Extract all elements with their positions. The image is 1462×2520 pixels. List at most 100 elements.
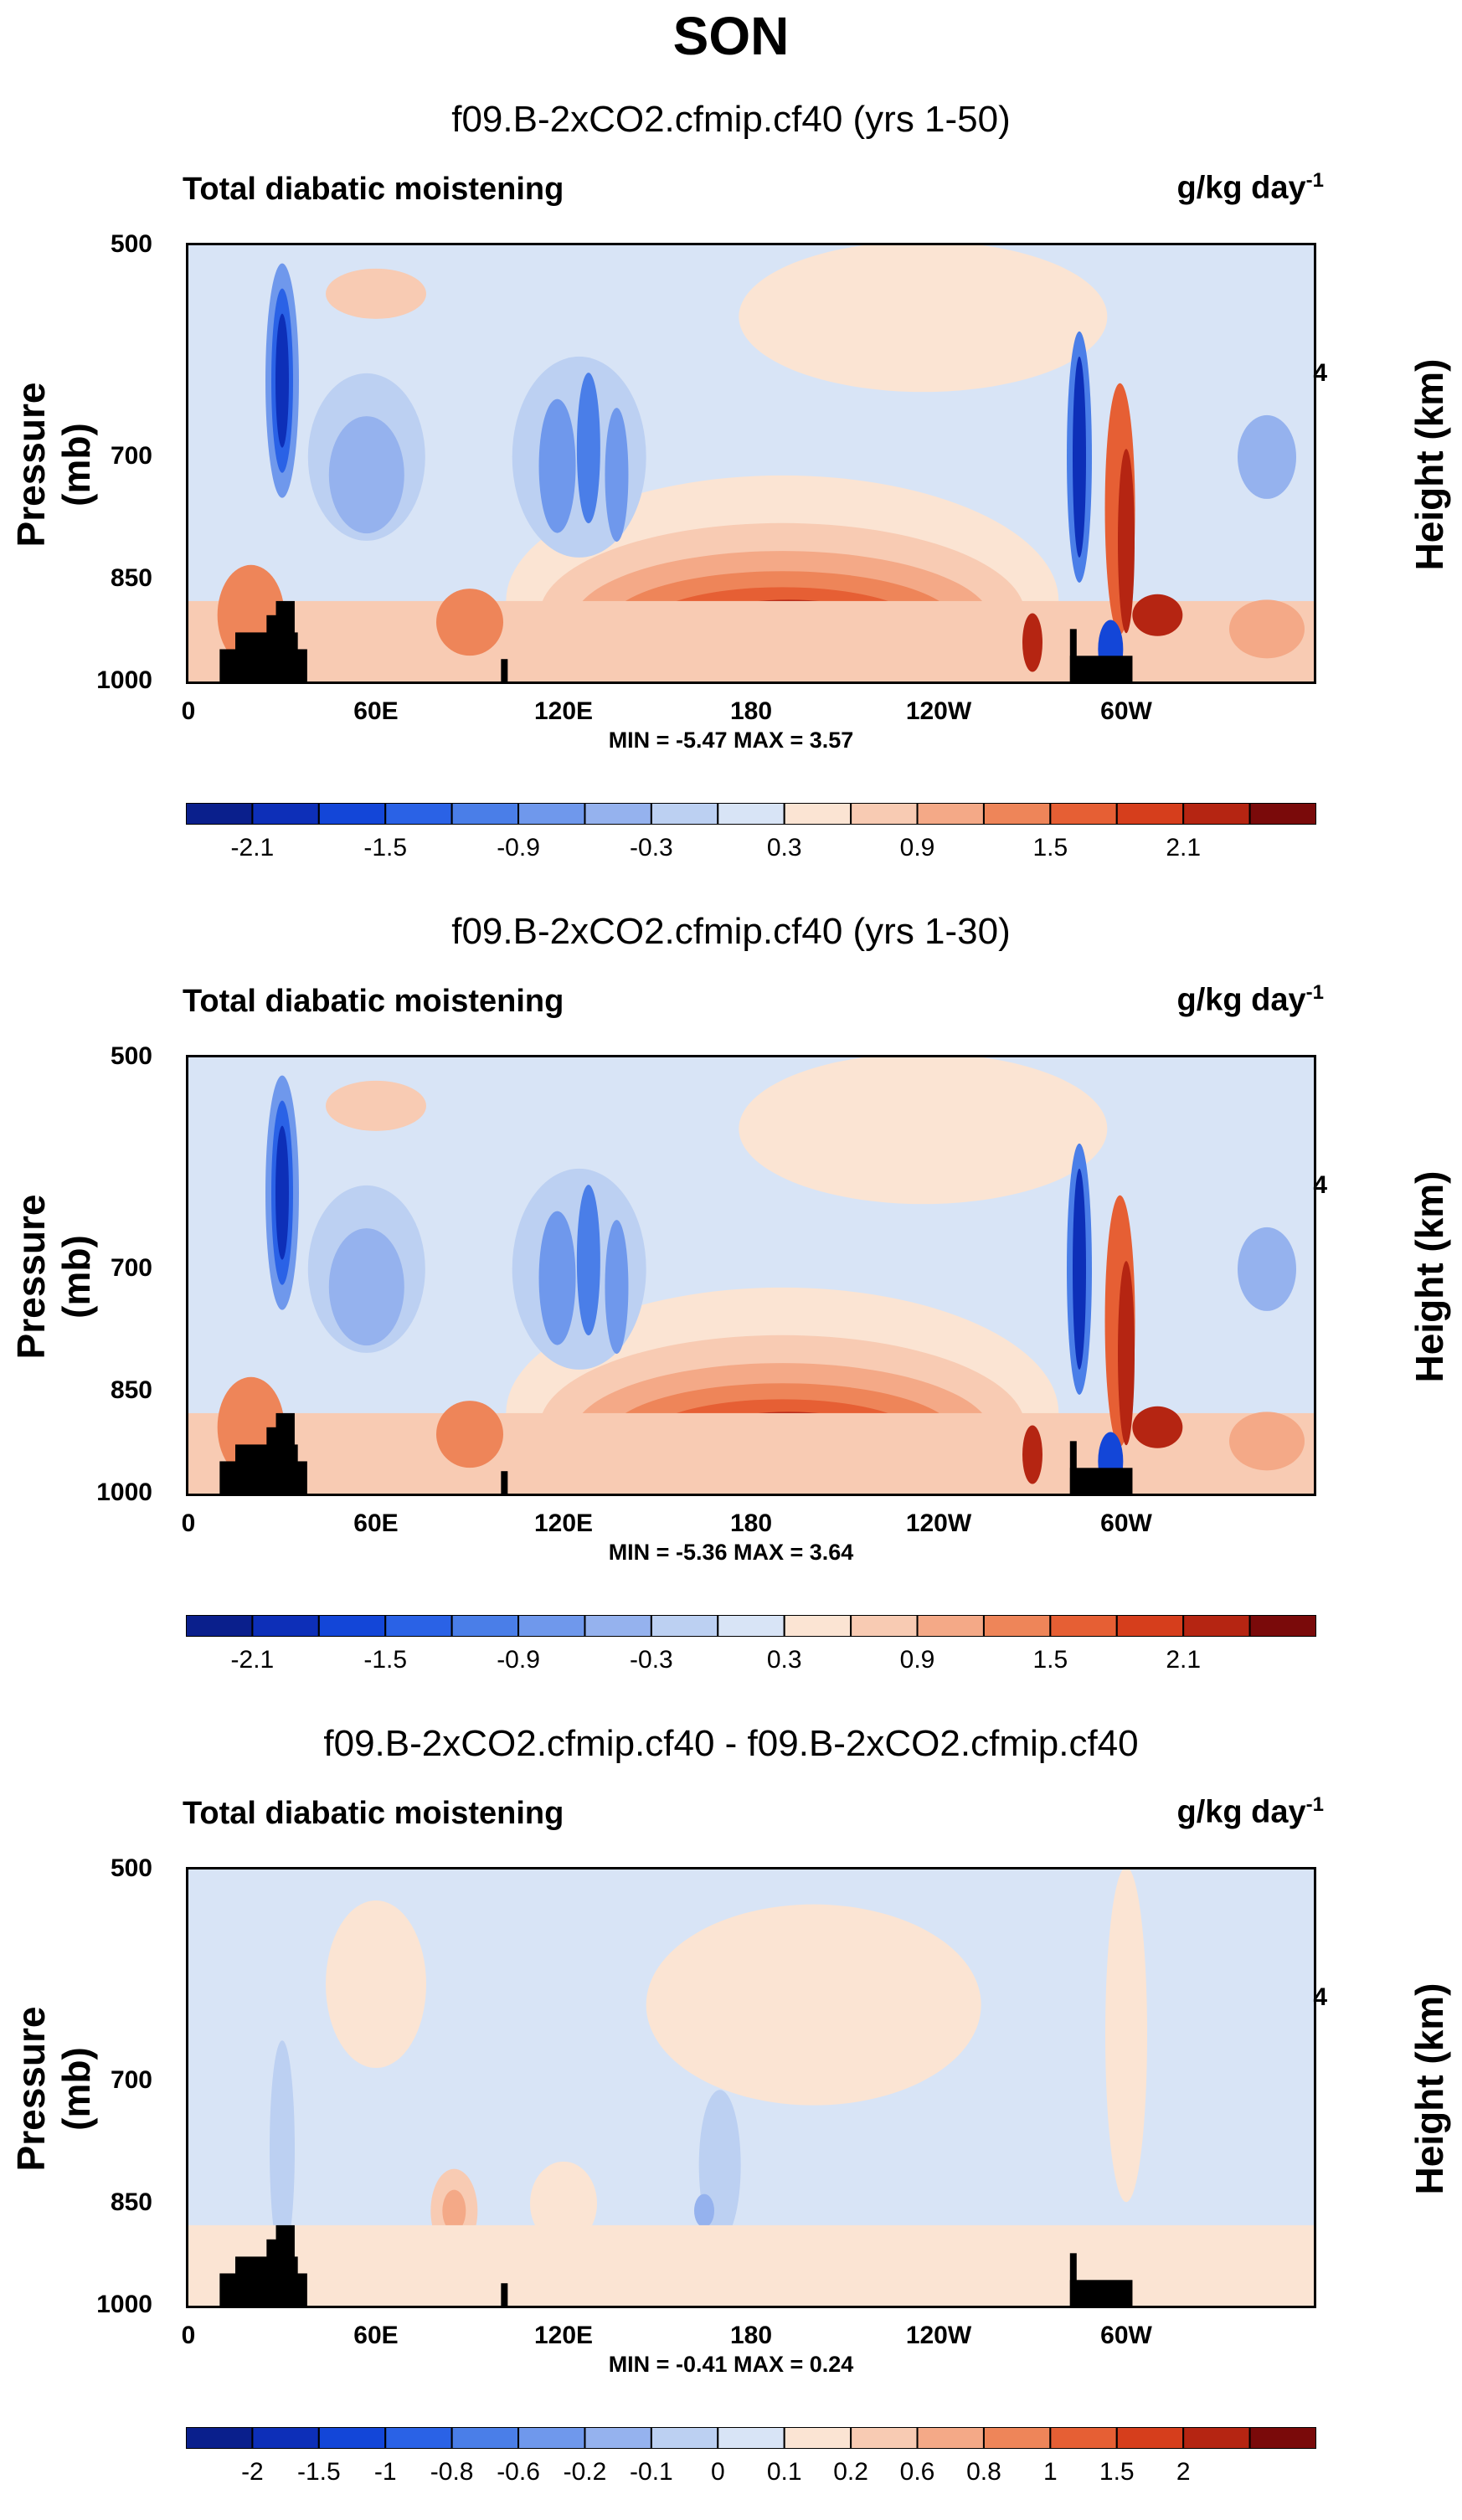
topography bbox=[501, 659, 508, 681]
colorbar-bin bbox=[450, 1614, 520, 1638]
colorbar-bin bbox=[650, 1614, 719, 1638]
colorbar-bin bbox=[1049, 1614, 1118, 1638]
contour-field bbox=[188, 1057, 1314, 1494]
contour-region bbox=[328, 1228, 404, 1346]
x-tick-label: 120W bbox=[905, 697, 972, 725]
contour-region bbox=[275, 313, 289, 448]
colorbar-tick-label: 1.5 bbox=[1032, 834, 1068, 861]
colorbar-bin bbox=[317, 802, 387, 825]
stats-label: MIN = -5.36 MAX = 3.64 bbox=[608, 1540, 854, 1565]
colorbar-bin bbox=[1115, 1614, 1185, 1638]
y-tick-label-right: 4 bbox=[1313, 358, 1327, 387]
colorbar-bin bbox=[317, 2426, 387, 2450]
colorbar-bin bbox=[517, 2426, 586, 2450]
contour-region bbox=[605, 1220, 629, 1355]
x-tick-label: 60W bbox=[1100, 2322, 1152, 2349]
colorbar-tick-label: -2 bbox=[241, 2458, 264, 2486]
colorbar-tick-label: -1.5 bbox=[363, 834, 408, 861]
x-tick-label: 120E bbox=[533, 1509, 594, 1537]
contour-region bbox=[1229, 1412, 1305, 1471]
contour-region bbox=[739, 1057, 1108, 1205]
y-axis-label-right: Height (km) bbox=[1408, 1170, 1451, 1383]
colorbar-bin bbox=[982, 1614, 1052, 1638]
colorbar-bin bbox=[1182, 1614, 1251, 1638]
colorbar-tick-label: 0.2 bbox=[833, 2458, 868, 2486]
colorbar-bin bbox=[251, 2426, 320, 2450]
colorbar-tick-label: -1.5 bbox=[296, 2458, 341, 2486]
colorbar-bin bbox=[783, 802, 852, 825]
colorbar-tick-label: 0.9 bbox=[899, 1646, 935, 1674]
colorbar-bin bbox=[185, 2426, 254, 2450]
colorbar-tick-label: 0 bbox=[710, 2458, 725, 2486]
topography bbox=[1069, 1468, 1133, 1494]
colorbar-tick-label: -0.8 bbox=[430, 2458, 474, 2486]
x-tick-label: 0 bbox=[181, 2322, 196, 2349]
colorbar-tick-label: -2.1 bbox=[230, 834, 275, 861]
colorbar-graphic bbox=[185, 1614, 1318, 1638]
colorbar-bin bbox=[982, 802, 1052, 825]
colorbar-bin bbox=[1248, 802, 1318, 825]
colorbar-tick-label: 0.6 bbox=[899, 2458, 935, 2486]
colorbar-tick-label: 0.9 bbox=[899, 834, 935, 861]
colorbar-bin bbox=[717, 1614, 785, 1638]
x-tick-label: 60E bbox=[353, 697, 399, 725]
colorbar-bin bbox=[1182, 2426, 1251, 2450]
colorbar-tick-label: -2.1 bbox=[230, 1646, 275, 1674]
colorbar-bin bbox=[650, 802, 719, 825]
y-axis-label-right: Height (km) bbox=[1408, 358, 1451, 571]
x-tick-label: 120E bbox=[533, 2322, 594, 2349]
units-exponent: -1 bbox=[1305, 1793, 1324, 1816]
colorbar bbox=[185, 2426, 1318, 2450]
x-tick-label: 60E bbox=[353, 2322, 399, 2349]
colorbar-bin bbox=[517, 1614, 586, 1638]
colorbar-tick-label: 1 bbox=[1043, 2458, 1058, 2486]
colorbar-bin bbox=[783, 2426, 852, 2450]
contour-region bbox=[188, 2224, 1314, 2306]
units-label: g/kg day-1 bbox=[1177, 169, 1325, 207]
plot-area bbox=[186, 1867, 1316, 2308]
colorbar-tick-label: -0.3 bbox=[630, 1646, 673, 1674]
units-label: g/kg day-1 bbox=[1177, 981, 1325, 1019]
colorbar-bin bbox=[1115, 802, 1185, 825]
plot-area bbox=[186, 1055, 1316, 1496]
contour-region bbox=[694, 2193, 714, 2228]
units-base: g/kg day bbox=[1176, 1794, 1306, 1830]
contour-region bbox=[436, 589, 503, 656]
variable-label: Total diabatic moistening bbox=[183, 984, 564, 1019]
variable-label: Total diabatic moistening bbox=[183, 1796, 564, 1831]
colorbar-tick-label: -1 bbox=[373, 2458, 397, 2486]
colorbar-bin bbox=[317, 1614, 387, 1638]
x-tick-label: 180 bbox=[729, 1509, 773, 1537]
colorbar-bin bbox=[850, 2426, 919, 2450]
y-axis-label-right: Height (km) bbox=[1408, 1983, 1451, 2195]
x-tick-label: 120W bbox=[905, 2322, 972, 2349]
topography bbox=[275, 2224, 295, 2306]
contour-field bbox=[188, 1869, 1314, 2306]
y-tick-label-right: 4 bbox=[1313, 1983, 1327, 2011]
colorbar-tick-label: -0.1 bbox=[630, 2458, 673, 2486]
contour-region bbox=[275, 1125, 289, 1260]
colorbar-tick-label: 0.3 bbox=[766, 834, 802, 861]
x-tick-label: 180 bbox=[729, 697, 773, 725]
contour-region bbox=[1132, 1406, 1183, 1448]
colorbar-bin bbox=[1248, 1614, 1318, 1638]
units-base: g/kg day bbox=[1176, 170, 1306, 206]
y-tick-label: 850 bbox=[110, 1376, 152, 1404]
stats-label: MIN = -5.47 MAX = 3.57 bbox=[608, 728, 854, 753]
colorbar-bin bbox=[584, 802, 652, 825]
contour-region bbox=[436, 1401, 503, 1468]
contour-region bbox=[538, 399, 576, 533]
contour-region bbox=[1118, 449, 1135, 634]
units-base: g/kg day bbox=[1176, 982, 1306, 1018]
topography bbox=[1069, 1441, 1077, 1494]
colorbar-graphic bbox=[185, 2426, 1318, 2450]
colorbar-bin bbox=[251, 802, 320, 825]
contour-region bbox=[576, 373, 600, 524]
colorbar-bin bbox=[1049, 2426, 1118, 2450]
y-tick-label: 500 bbox=[110, 1854, 152, 1882]
colorbar-bin bbox=[1248, 2426, 1318, 2450]
contour-region bbox=[1105, 1869, 1147, 2203]
colorbar-bin bbox=[584, 2426, 652, 2450]
colorbar-bin bbox=[517, 802, 586, 825]
x-tick-label: 0 bbox=[181, 1509, 196, 1537]
